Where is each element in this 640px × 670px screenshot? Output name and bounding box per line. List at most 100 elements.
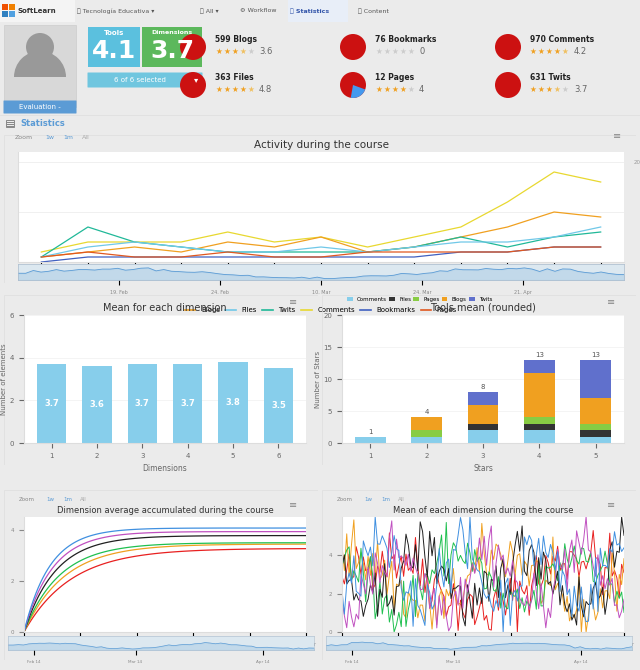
- Text: 1w: 1w: [45, 135, 54, 140]
- Text: 3.7: 3.7: [135, 399, 150, 408]
- Dim. 5: [214, 528, 222, 536]
- Text: ≡: ≡: [289, 500, 298, 510]
- Dim. 5: [79, 540, 87, 548]
- Dim. 3: [79, 555, 87, 563]
- Dim. 4: [613, 547, 621, 555]
- Text: 4.1: 4.1: [92, 39, 136, 63]
- Text: All: All: [81, 497, 87, 502]
- Comments: [504, 198, 511, 206]
- Dim. 2: [20, 628, 28, 636]
- Line: Dim. 3: Dim. 3: [24, 543, 306, 632]
- Dim. 3: [20, 628, 28, 636]
- Comments: [410, 233, 418, 241]
- Dim. 2: [417, 601, 424, 609]
- Text: 0: 0: [419, 46, 424, 56]
- Text: 970 Comments: 970 Comments: [530, 34, 594, 44]
- Bar: [6, 123, 14, 125]
- Dim. 2: [620, 555, 628, 563]
- Pages: [131, 253, 138, 261]
- Line: Dim. 2: Dim. 2: [342, 520, 624, 632]
- Text: 76 Bookmarks: 76 Bookmarks: [375, 34, 436, 44]
- Dim. 5: [535, 605, 543, 613]
- Dim. 6: [302, 524, 310, 532]
- Bookmarks: [131, 253, 138, 261]
- Dim. 1: [292, 545, 300, 553]
- Blogs: [550, 208, 558, 216]
- Dim. 2: [577, 628, 585, 636]
- Twits: [224, 248, 232, 256]
- Dim. 4: [292, 531, 300, 539]
- Dim. 3: [620, 608, 628, 616]
- Twits: [410, 243, 418, 251]
- Dim. 6: [20, 628, 28, 636]
- Text: ★: ★: [530, 46, 537, 56]
- Comments: [271, 238, 278, 246]
- FancyBboxPatch shape: [88, 72, 202, 88]
- Bar: [173, 364, 202, 443]
- Line: Blogs: Blogs: [42, 212, 601, 257]
- Line: Dim. 1: Dim. 1: [342, 531, 624, 632]
- Dim. 1: [397, 552, 405, 560]
- Files: [271, 248, 278, 256]
- Bar: [524, 373, 555, 417]
- Dim. 3: [302, 539, 310, 547]
- Dim. 6: [499, 628, 507, 636]
- Dim. 5: [445, 627, 452, 635]
- Blogs: [84, 248, 92, 256]
- Text: 631 Twits: 631 Twits: [530, 72, 571, 82]
- Text: ★: ★: [538, 84, 545, 94]
- Dim. 6: [497, 576, 504, 584]
- Comments: [177, 238, 185, 246]
- Line: Comments: Comments: [42, 172, 601, 252]
- Bar: [88, 27, 140, 67]
- Pages: [364, 248, 371, 256]
- Text: 3.5: 3.5: [271, 401, 286, 410]
- Dim. 6: [177, 524, 184, 532]
- Text: ★: ★: [223, 84, 230, 94]
- Dim. 2: [497, 551, 504, 559]
- Bar: [467, 424, 499, 430]
- Bar: [288, 0, 348, 22]
- Bar: [355, 437, 386, 443]
- Text: 13: 13: [591, 352, 600, 358]
- Bar: [9, 4, 15, 10]
- Dim. 5: [243, 527, 251, 535]
- Line: Dim. 5: Dim. 5: [24, 531, 306, 632]
- Dim. 5: [497, 556, 504, 564]
- Text: ★: ★: [383, 84, 390, 94]
- Bookmarks: [84, 253, 92, 261]
- Bookmarks: [550, 243, 558, 251]
- Dim. 1: [177, 547, 184, 555]
- Dim. 3: [177, 540, 184, 548]
- Text: ★: ★: [407, 46, 414, 56]
- Blogs: [504, 223, 511, 231]
- Text: 🏫 Tecnología Educativa ▾: 🏫 Tecnología Educativa ▾: [77, 8, 154, 14]
- Dim. 6: [566, 585, 573, 593]
- Twits: [38, 253, 45, 261]
- Dim. 6: [417, 606, 424, 614]
- Text: ★: ★: [231, 84, 238, 94]
- Text: ★: ★: [247, 46, 254, 56]
- Text: ★: ★: [247, 84, 254, 94]
- Bar: [264, 369, 293, 443]
- Dim. 2: [535, 559, 543, 567]
- Dim. 2: [177, 542, 184, 550]
- Text: ★: ★: [375, 46, 382, 56]
- Dim. 6: [295, 524, 303, 532]
- Text: ≡: ≡: [607, 297, 616, 307]
- Files: [224, 248, 232, 256]
- Legend: Comments, Files, Pages, Blogs, Twits: Comments, Files, Pages, Blogs, Twits: [345, 295, 495, 304]
- Blogs: [410, 243, 418, 251]
- Bookmarks: [177, 253, 185, 261]
- Bar: [4, 25, 76, 107]
- Line: Twits: Twits: [42, 227, 601, 257]
- Twits: [550, 233, 558, 241]
- Dim. 5: [96, 535, 104, 543]
- Comments: [364, 243, 371, 251]
- Text: ▾: ▾: [194, 76, 198, 84]
- Text: 1m: 1m: [381, 497, 390, 502]
- Y-axis label: Number of elements: Number of elements: [1, 343, 7, 415]
- Text: 4: 4: [424, 409, 429, 415]
- Text: ★: ★: [215, 46, 222, 56]
- Text: Zoom: Zoom: [337, 497, 353, 502]
